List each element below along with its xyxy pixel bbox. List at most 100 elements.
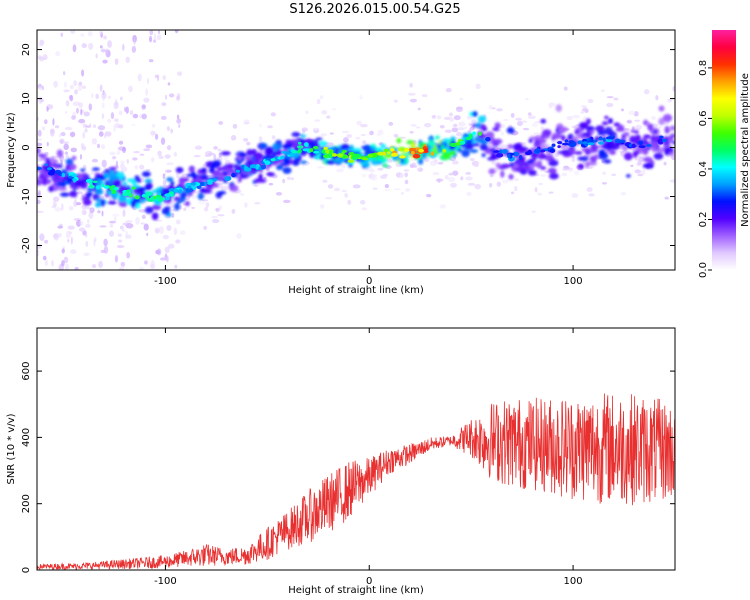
noise-blob: [162, 234, 169, 240]
snr-x-tick-label: -100: [154, 576, 177, 587]
noise-blob: [73, 199, 78, 207]
ridge-core-blob: [496, 152, 504, 158]
noise-blob: [102, 95, 105, 102]
noise-blob: [377, 129, 384, 136]
noise-blob: [449, 112, 453, 117]
noise-blob: [242, 138, 249, 142]
noise-blob: [651, 123, 659, 128]
noise-blob: [63, 256, 69, 264]
ridge-core-blob: [424, 148, 429, 153]
snr-y-tick-label: 200: [21, 494, 32, 513]
noise-blob: [403, 169, 410, 172]
noise-blob: [156, 74, 160, 82]
noise-blob: [667, 98, 673, 103]
noise-blob: [158, 155, 164, 159]
noise-blob: [347, 199, 352, 205]
ridge-halo-blob: [284, 157, 291, 165]
noise-blob: [55, 51, 61, 57]
noise-blob: [118, 110, 123, 116]
noise-blob: [61, 203, 64, 211]
noise-blob: [425, 193, 432, 198]
ridge-core-blob: [72, 178, 77, 183]
noise-blob: [60, 32, 63, 37]
noise-blob: [244, 202, 248, 208]
noise-blob: [650, 116, 657, 120]
noise-blob: [326, 142, 334, 147]
noise-blob: [582, 116, 588, 122]
noise-blob: [316, 166, 324, 169]
noise-blob: [107, 40, 113, 48]
ridge-halo-blob: [42, 178, 47, 186]
ridge-core-blob: [103, 185, 110, 189]
heatmap-blobs: [37, 30, 675, 270]
ridge-halo-blob: [266, 172, 276, 177]
noise-blob: [254, 201, 261, 205]
noise-blob: [114, 255, 119, 263]
ridge-halo-blob: [384, 152, 393, 159]
noise-blob: [183, 207, 187, 212]
ridge-halo-blob: [536, 160, 543, 166]
noise-blob: [404, 172, 409, 178]
ridge-core-blob: [557, 145, 561, 149]
ridge-halo-blob: [664, 125, 670, 134]
noise-blob: [611, 173, 617, 177]
noise-blob: [411, 165, 418, 168]
ridge-halo-blob: [51, 164, 61, 169]
noise-blob: [516, 120, 523, 127]
noise-blob: [108, 230, 115, 237]
ridge-halo-blob: [160, 187, 170, 193]
ridge-core-blob: [61, 172, 66, 178]
ridge-halo-blob: [609, 150, 616, 155]
ridge-core-blob: [442, 148, 447, 153]
noise-blob: [325, 197, 333, 200]
ridge-core-blob: [478, 131, 482, 136]
noise-blob: [119, 160, 125, 164]
noise-blob: [606, 102, 614, 108]
ridge-core-blob: [512, 151, 520, 157]
noise-blob: [88, 211, 94, 220]
noise-blob: [327, 184, 334, 189]
ridge-halo-blob: [200, 167, 207, 173]
noise-blob: [98, 260, 103, 269]
ridge-halo-blob: [315, 137, 323, 141]
noise-blob: [424, 157, 430, 163]
ridge-core-blob: [157, 192, 162, 196]
noise-blob: [341, 189, 347, 193]
ridge-core-blob: [472, 131, 476, 135]
noise-blob: [444, 129, 453, 133]
noise-blob: [119, 225, 124, 230]
noise-blob: [533, 131, 540, 135]
snr-y-tick-label: 400: [21, 428, 32, 447]
ridge-halo-blob: [400, 158, 405, 163]
ridge-core-blob: [399, 155, 406, 159]
ridge-halo-blob: [585, 125, 595, 132]
ridge-core-blob: [177, 189, 183, 194]
ridge-core-blob: [587, 142, 595, 146]
noise-blob: [67, 225, 75, 230]
ridge-halo-blob: [492, 127, 500, 131]
noise-blob: [193, 155, 201, 158]
ridge-halo-blob: [166, 177, 174, 182]
noise-blob: [301, 127, 308, 132]
noise-blob: [132, 113, 139, 119]
ridge-halo-blob: [595, 125, 605, 133]
noise-blob: [92, 124, 97, 129]
ridge-halo-blob: [585, 162, 590, 168]
noise-blob: [120, 261, 126, 267]
ridge-halo-blob: [254, 177, 260, 184]
noise-blob: [431, 114, 437, 119]
ridge-halo-blob: [461, 149, 470, 158]
noise-blob: [365, 166, 373, 172]
ridge-halo-blob: [533, 140, 542, 149]
ridge-halo-blob: [500, 170, 505, 178]
noise-blob: [150, 259, 155, 268]
noise-blob: [146, 78, 150, 85]
noise-blob: [118, 124, 124, 129]
ridge-halo-blob: [71, 155, 77, 161]
ridge-halo-blob: [590, 130, 595, 134]
ridge-halo-blob: [144, 206, 154, 214]
noise-blob: [282, 178, 286, 184]
noise-blob: [101, 113, 104, 120]
ridge-halo-blob: [314, 155, 319, 160]
noise-blob: [175, 239, 181, 244]
